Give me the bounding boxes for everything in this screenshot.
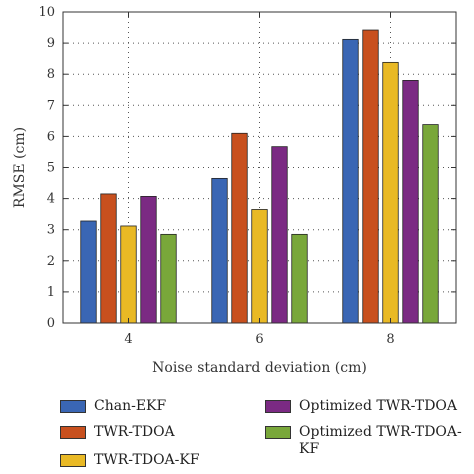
y-tick-label: 8: [47, 67, 55, 82]
legend-swatch: [60, 400, 86, 413]
bar-twr-tdoa-4: [100, 193, 117, 324]
x-axis-label: Noise standard deviation (cm): [152, 360, 367, 376]
legend-label: TWR-TDOA-KF: [94, 452, 200, 468]
bar-optimized-twr-tdoa-kf-6: [291, 233, 308, 324]
legend-swatch: [60, 426, 86, 439]
bar-chan-ekf-4: [80, 220, 97, 324]
bar-optimized-twr-tdoa-8: [402, 80, 419, 324]
bar-twr-tdoa-kf-6: [251, 209, 268, 324]
chart-legend: Chan-EKF TWR-TDOA TWR-TDOA-KF Optimized TWR…: [60, 390, 470, 470]
y-tick-label: 7: [47, 98, 55, 113]
y-tick-label: 0: [47, 316, 55, 331]
bar-twr-tdoa-kf-8: [382, 61, 399, 324]
legend-item: Optimized TWR-TDOA-KF: [265, 424, 465, 458]
legend-swatch: [265, 400, 291, 413]
legend-label: Optimized TWR-TDOA-KF: [299, 424, 462, 457]
bar-optimized-twr-tdoa-6: [271, 146, 288, 324]
bars: [80, 29, 439, 324]
bar-twr-tdoa-6: [231, 132, 248, 324]
y-axis-label: RMSE (cm): [12, 127, 28, 208]
y-tick-label: 4: [47, 192, 55, 207]
legend-swatch: [60, 454, 86, 467]
legend-swatch: [265, 426, 291, 439]
bar-optimized-twr-tdoa-kf-4: [160, 233, 177, 324]
axis-ticks: 0 1 2 3 4 5 6 7 8 9 10 4 6 8: [38, 5, 456, 347]
legend-label: Chan-EKF: [94, 398, 167, 414]
y-tick-label: 9: [47, 36, 55, 51]
y-tick-label: 3: [47, 223, 55, 238]
bar-chan-ekf-8: [342, 38, 359, 324]
bar-chart: 0 1 2 3 4 5 6 7 8 9 10 4 6 8 RMSE (cm) Noise standard…: [12, 5, 457, 376]
legend-item: TWR-TDOA-KF: [60, 452, 250, 469]
bar-chan-ekf-6: [211, 177, 228, 324]
legend-item: TWR-TDOA: [60, 424, 250, 441]
y-tick-label: 5: [47, 161, 55, 176]
x-tick-label: 4: [124, 332, 132, 347]
y-tick-label: 10: [38, 5, 55, 20]
legend-item: Optimized TWR-TDOA: [265, 398, 465, 415]
y-tick-label: 1: [47, 285, 55, 300]
bar-optimized-twr-tdoa-kf-8: [422, 124, 439, 324]
x-tick-label: 6: [255, 332, 263, 347]
legend-label: Optimized TWR-TDOA: [299, 398, 458, 414]
y-tick-label: 2: [47, 254, 55, 269]
y-tick-label: 6: [47, 129, 55, 144]
bar-optimized-twr-tdoa-4: [140, 196, 157, 324]
legend-label: TWR-TDOA: [94, 424, 175, 440]
legend-item: Chan-EKF: [60, 398, 250, 415]
x-tick-label: 8: [386, 332, 394, 347]
bar-twr-tdoa-8: [362, 29, 379, 324]
bar-twr-tdoa-kf-4: [120, 225, 137, 324]
